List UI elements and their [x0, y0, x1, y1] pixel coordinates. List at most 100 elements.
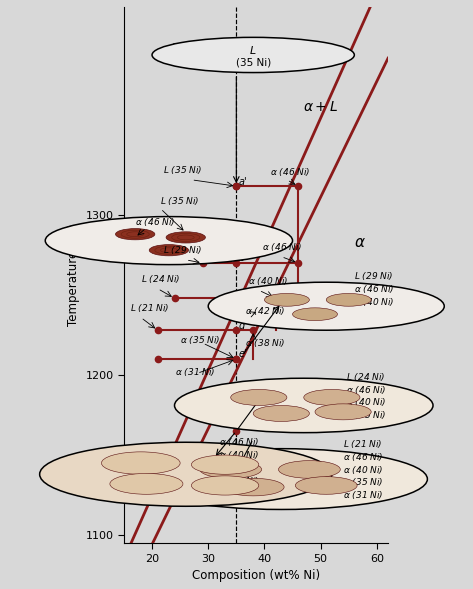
Circle shape	[332, 409, 354, 415]
Text: $\alpha$ (46 Ni): $\alpha$ (46 Ni)	[219, 436, 260, 448]
Circle shape	[118, 456, 163, 469]
Text: $\alpha$ (46 Ni): $\alpha$ (46 Ni)	[270, 166, 310, 178]
Circle shape	[131, 479, 162, 488]
Circle shape	[311, 481, 342, 490]
Text: $\alpha$ (46 Ni): $\alpha$ (46 Ni)	[135, 216, 175, 227]
Circle shape	[113, 455, 169, 471]
Circle shape	[270, 411, 292, 416]
Text: $L$ (29 Ni): $L$ (29 Ni)	[163, 244, 203, 256]
Circle shape	[141, 482, 152, 485]
Circle shape	[101, 452, 180, 474]
Circle shape	[107, 454, 175, 472]
Circle shape	[220, 484, 230, 487]
Circle shape	[215, 465, 246, 474]
Circle shape	[115, 229, 155, 240]
Circle shape	[200, 461, 262, 478]
Text: $\alpha$ (46 Ni): $\alpha$ (46 Ni)	[354, 283, 395, 295]
Circle shape	[120, 477, 173, 491]
Text: $\alpha$ (42 Ni): $\alpha$ (42 Ni)	[245, 305, 285, 317]
Text: a': a'	[238, 177, 247, 187]
Text: f': f'	[238, 422, 245, 432]
Text: $\alpha + L$: $\alpha + L$	[303, 100, 338, 114]
X-axis label: Composition (wt% Ni): Composition (wt% Ni)	[192, 569, 320, 582]
Text: (35 Ni): (35 Ni)	[236, 58, 271, 68]
Circle shape	[332, 295, 366, 305]
Circle shape	[124, 458, 158, 468]
Circle shape	[259, 407, 304, 420]
Text: e': e'	[238, 349, 247, 359]
Circle shape	[243, 484, 263, 490]
Ellipse shape	[135, 449, 428, 509]
Circle shape	[222, 478, 284, 496]
Text: $\alpha$ (46 Ni): $\alpha$ (46 Ni)	[343, 451, 384, 463]
Text: $L$: $L$	[170, 42, 179, 58]
Text: $L$ (35 Ni): $L$ (35 Ni)	[163, 164, 203, 176]
Circle shape	[326, 293, 371, 306]
Circle shape	[304, 468, 315, 471]
Circle shape	[337, 297, 360, 303]
Circle shape	[201, 479, 249, 492]
Circle shape	[316, 482, 337, 488]
Circle shape	[299, 466, 320, 472]
Text: $\alpha$ (31 Ni): $\alpha$ (31 Ni)	[219, 475, 260, 487]
Text: $\alpha$ (40 Ni): $\alpha$ (40 Ni)	[346, 396, 386, 408]
Circle shape	[276, 297, 298, 303]
Circle shape	[284, 462, 335, 477]
Circle shape	[289, 464, 330, 475]
Circle shape	[294, 465, 325, 474]
Text: $L$ (21 Ni): $L$ (21 Ni)	[130, 302, 169, 314]
Circle shape	[295, 477, 357, 494]
Circle shape	[206, 480, 245, 491]
Ellipse shape	[152, 37, 354, 72]
Text: $\alpha$ (38 Ni): $\alpha$ (38 Ni)	[245, 337, 285, 349]
Circle shape	[110, 474, 183, 494]
Circle shape	[115, 475, 178, 493]
Circle shape	[205, 462, 256, 477]
Text: d': d'	[238, 320, 247, 330]
Circle shape	[253, 405, 309, 422]
Circle shape	[304, 311, 326, 317]
Text: $\alpha$ (40 Ni): $\alpha$ (40 Ni)	[343, 464, 384, 476]
Circle shape	[300, 478, 352, 493]
Text: $L$ (24 Ni): $L$ (24 Ni)	[346, 371, 385, 383]
Circle shape	[196, 456, 254, 473]
Text: $L$: $L$	[249, 44, 257, 56]
Circle shape	[206, 459, 245, 470]
Circle shape	[306, 479, 347, 491]
Circle shape	[304, 389, 360, 405]
Text: $\alpha$ (46 Ni): $\alpha$ (46 Ni)	[262, 241, 302, 253]
Text: $\alpha$ (35 Ni): $\alpha$ (35 Ni)	[180, 334, 220, 346]
Circle shape	[231, 389, 287, 405]
Circle shape	[149, 244, 189, 256]
Circle shape	[276, 412, 287, 415]
Text: $\alpha$ (35 Ni): $\alpha$ (35 Ni)	[346, 409, 386, 421]
Circle shape	[315, 393, 349, 402]
Text: $L$ (35 Ni): $L$ (35 Ni)	[160, 195, 200, 207]
Circle shape	[236, 391, 281, 404]
Circle shape	[309, 313, 321, 316]
Circle shape	[343, 298, 354, 302]
Text: c': c'	[238, 289, 246, 299]
Circle shape	[238, 482, 269, 491]
Circle shape	[242, 393, 276, 402]
Circle shape	[226, 468, 236, 471]
Circle shape	[201, 458, 249, 472]
Circle shape	[220, 464, 230, 466]
Circle shape	[321, 484, 332, 487]
Text: $\alpha$ (31 Ni): $\alpha$ (31 Ni)	[175, 366, 215, 378]
Ellipse shape	[45, 217, 292, 264]
Circle shape	[337, 411, 349, 413]
Text: $\alpha$ (46 Ni): $\alpha$ (46 Ni)	[346, 383, 386, 396]
Text: $\alpha$: $\alpha$	[354, 235, 366, 250]
Circle shape	[321, 405, 366, 418]
Text: $\alpha$ (35 Ni): $\alpha$ (35 Ni)	[343, 477, 384, 488]
Circle shape	[216, 462, 235, 468]
Circle shape	[192, 476, 259, 495]
Text: $L$ (21 Ni): $L$ (21 Ni)	[343, 438, 383, 450]
Circle shape	[130, 460, 152, 466]
Circle shape	[321, 394, 343, 401]
Circle shape	[292, 308, 337, 320]
Text: $L$ (24 Ni): $L$ (24 Ni)	[141, 273, 180, 285]
Text: $L$ (29 Ni): $L$ (29 Ni)	[354, 270, 394, 282]
Circle shape	[166, 232, 205, 243]
